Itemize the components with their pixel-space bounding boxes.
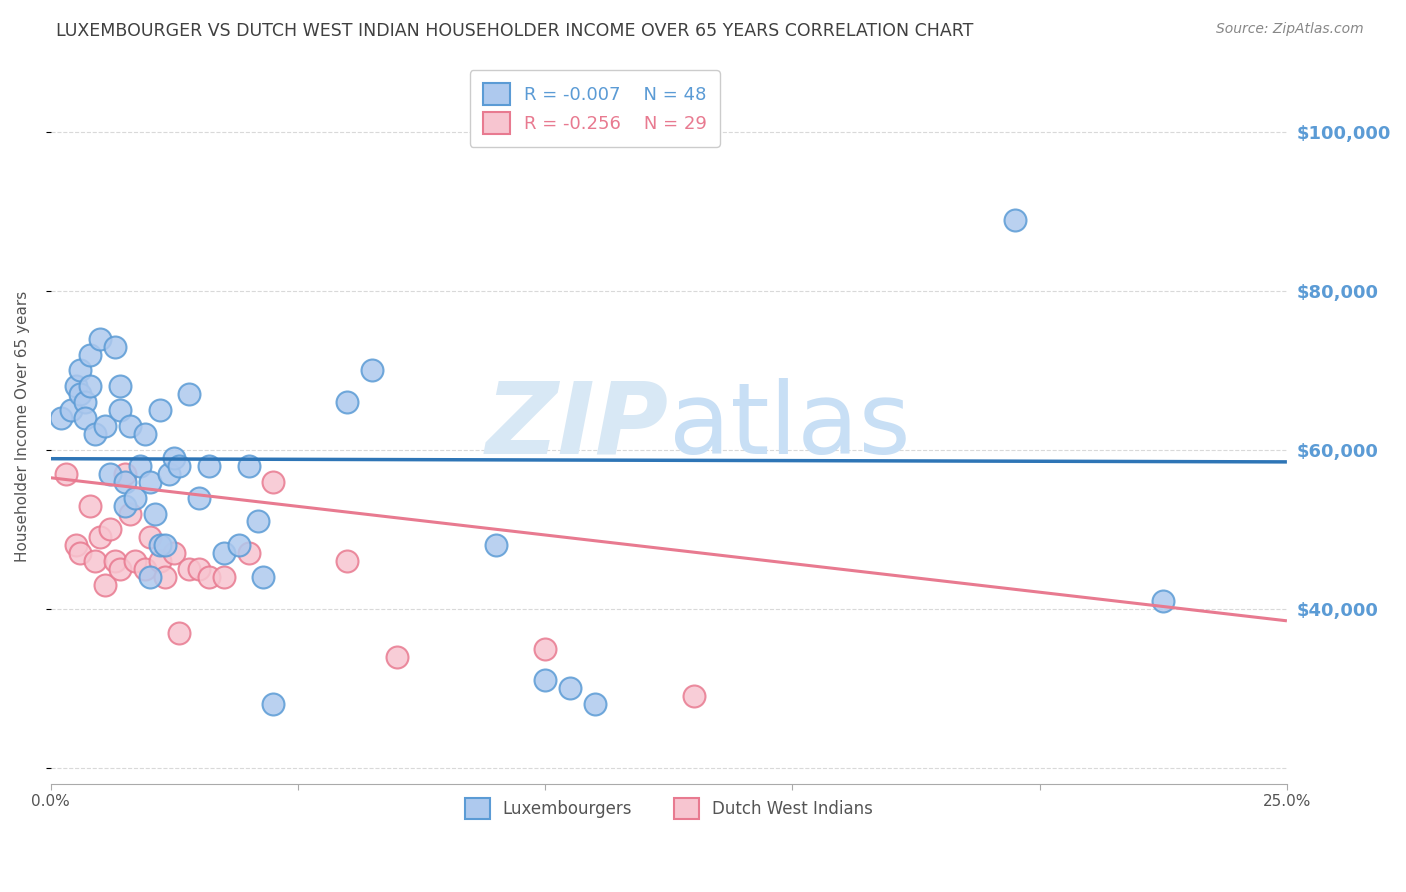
Point <box>49 411 72 425</box>
Text: atlas: atlas <box>669 377 911 475</box>
Point <box>108 562 131 576</box>
Point <box>143 507 166 521</box>
Point <box>59 403 82 417</box>
Point <box>69 363 91 377</box>
Point <box>188 491 211 505</box>
Point <box>98 523 121 537</box>
Point <box>84 427 107 442</box>
Point <box>79 379 101 393</box>
Point <box>118 419 141 434</box>
Point <box>385 649 408 664</box>
Point <box>361 363 384 377</box>
Point <box>485 538 508 552</box>
Point <box>179 387 201 401</box>
Point <box>262 475 284 489</box>
Point <box>163 450 186 465</box>
Point <box>138 475 160 489</box>
Point <box>94 578 117 592</box>
Point <box>198 570 221 584</box>
Point <box>84 554 107 568</box>
Point <box>114 499 136 513</box>
Point <box>238 546 260 560</box>
Point <box>558 681 581 696</box>
Point <box>198 458 221 473</box>
Point <box>262 698 284 712</box>
Point <box>104 554 127 568</box>
Point <box>188 562 211 576</box>
Point <box>124 491 146 505</box>
Point <box>228 538 250 552</box>
Point <box>104 340 127 354</box>
Point <box>75 411 97 425</box>
Point <box>79 348 101 362</box>
Point <box>163 546 186 560</box>
Point <box>159 467 181 481</box>
Point <box>98 467 121 481</box>
Point <box>89 530 111 544</box>
Text: ZIP: ZIP <box>486 377 669 475</box>
Point <box>65 379 87 393</box>
Point <box>212 570 235 584</box>
Point <box>153 538 176 552</box>
Point <box>114 467 136 481</box>
Point <box>134 562 156 576</box>
Y-axis label: Householder Income Over 65 years: Householder Income Over 65 years <box>15 291 30 562</box>
Point <box>124 554 146 568</box>
Point <box>247 515 270 529</box>
Point <box>179 562 201 576</box>
Point <box>534 641 557 656</box>
Point <box>169 625 191 640</box>
Point <box>69 387 91 401</box>
Point <box>149 554 172 568</box>
Point <box>79 499 101 513</box>
Point <box>114 475 136 489</box>
Point <box>108 403 131 417</box>
Point <box>134 427 156 442</box>
Point <box>212 546 235 560</box>
Text: Source: ZipAtlas.com: Source: ZipAtlas.com <box>1216 22 1364 37</box>
Point <box>336 554 359 568</box>
Point <box>583 698 606 712</box>
Point <box>118 507 141 521</box>
Point <box>238 458 260 473</box>
Point <box>75 395 97 409</box>
Point <box>169 458 191 473</box>
Point <box>94 419 117 434</box>
Point <box>534 673 557 688</box>
Point <box>65 538 87 552</box>
Point <box>108 379 131 393</box>
Point <box>149 538 172 552</box>
Text: LUXEMBOURGER VS DUTCH WEST INDIAN HOUSEHOLDER INCOME OVER 65 YEARS CORRELATION C: LUXEMBOURGER VS DUTCH WEST INDIAN HOUSEH… <box>56 22 973 40</box>
Point <box>153 570 176 584</box>
Point <box>682 690 704 704</box>
Legend: Luxembourgers, Dutch West Indians: Luxembourgers, Dutch West Indians <box>458 792 880 825</box>
Point <box>138 570 160 584</box>
Point <box>89 332 111 346</box>
Point <box>55 467 77 481</box>
Point <box>336 395 359 409</box>
Point <box>128 458 150 473</box>
Point <box>252 570 274 584</box>
Point <box>1004 212 1026 227</box>
Point <box>1152 594 1174 608</box>
Point <box>149 403 172 417</box>
Point <box>138 530 160 544</box>
Point <box>69 546 91 560</box>
